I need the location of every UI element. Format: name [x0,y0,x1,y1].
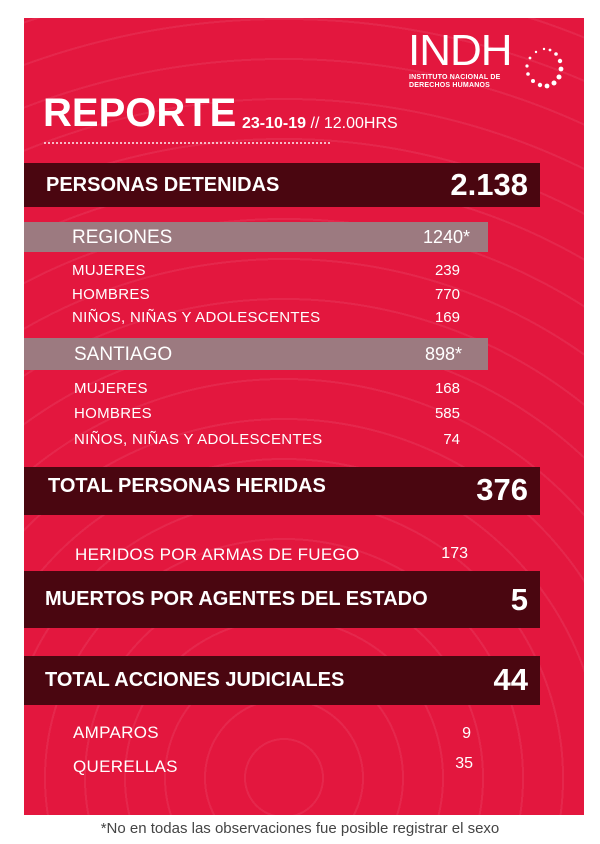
row-label: HOMBRES [72,286,150,303]
report-separator: // [310,115,320,132]
santiago-value: 898* [424,344,462,364]
heridas-label: TOTAL PERSONAS HERIDAS [48,475,326,497]
row-value: 585 [434,405,460,422]
report-datetime: 23-10-19 // 12.00HRS [242,114,398,134]
logo-line2: DERECHOS HUMANOS [409,82,490,89]
detenidas-bar: PERSONAS DETENIDAS 2.138 [24,163,540,207]
heridas-value: 376 [476,472,528,507]
row-label: QUERELLAS [73,757,178,776]
row-value: 239 [434,262,460,279]
regiones-bar: REGIONES 1240* [24,222,488,252]
row-label: AMPAROS [73,723,159,742]
divider [44,142,330,144]
judiciales-value: 44 [493,662,528,697]
row-label: HERIDOS POR ARMAS DE FUEGO [75,545,360,564]
row-value: 173 [441,545,468,562]
report-card: INDH INSTITUTO NACIONAL DE DERECHOS HUMA… [24,18,584,815]
report-time: 12.00HRS [323,115,398,132]
row-value: 168 [434,380,460,397]
detenidas-value: 2.138 [450,167,528,202]
row-value: 35 [455,755,473,772]
logo-line1: INSTITUTO NACIONAL DE [409,74,501,81]
muertos-label: MUERTOS POR AGENTES DEL ESTADO [45,588,428,610]
heridas-bar: TOTAL PERSONAS HERIDAS 376 [24,467,540,515]
judiciales-bar: TOTAL ACCIONES JUDICIALES 44 [24,656,540,705]
row-value: 74 [443,431,460,448]
muertos-bar: MUERTOS POR AGENTES DEL ESTADO 5 [24,571,540,628]
regiones-label: REGIONES [72,227,173,248]
row-label: NIÑOS, NIÑAS Y ADOLESCENTES [72,309,321,326]
report-title: REPORTE [43,91,237,135]
row-label: MUJERES [74,380,148,397]
detenidas-label: PERSONAS DETENIDAS [46,174,280,196]
row-value: 770 [434,286,460,303]
santiago-bar: SANTIAGO 898* [24,338,488,370]
muertos-value: 5 [510,582,528,617]
regiones-value: 1240* [422,227,470,247]
row-label: MUJERES [72,262,146,279]
logo-dots-icon [525,47,564,89]
report-date: 23-10-19 [242,115,307,132]
row-label: NIÑOS, NIÑAS Y ADOLESCENTES [74,431,323,448]
row-value: 9 [462,725,471,742]
logo-acronym: INDH [408,26,513,75]
row-label: HOMBRES [74,405,152,422]
row-value: 169 [434,309,460,326]
judiciales-label: TOTAL ACCIONES JUDICIALES [45,669,345,691]
footnote: *No en todas las observaciones fue posib… [100,820,500,837]
logo-subtitle: INSTITUTO NACIONAL DE DERECHOS HUMANOS [409,74,500,90]
santiago-label: SANTIAGO [74,344,173,365]
